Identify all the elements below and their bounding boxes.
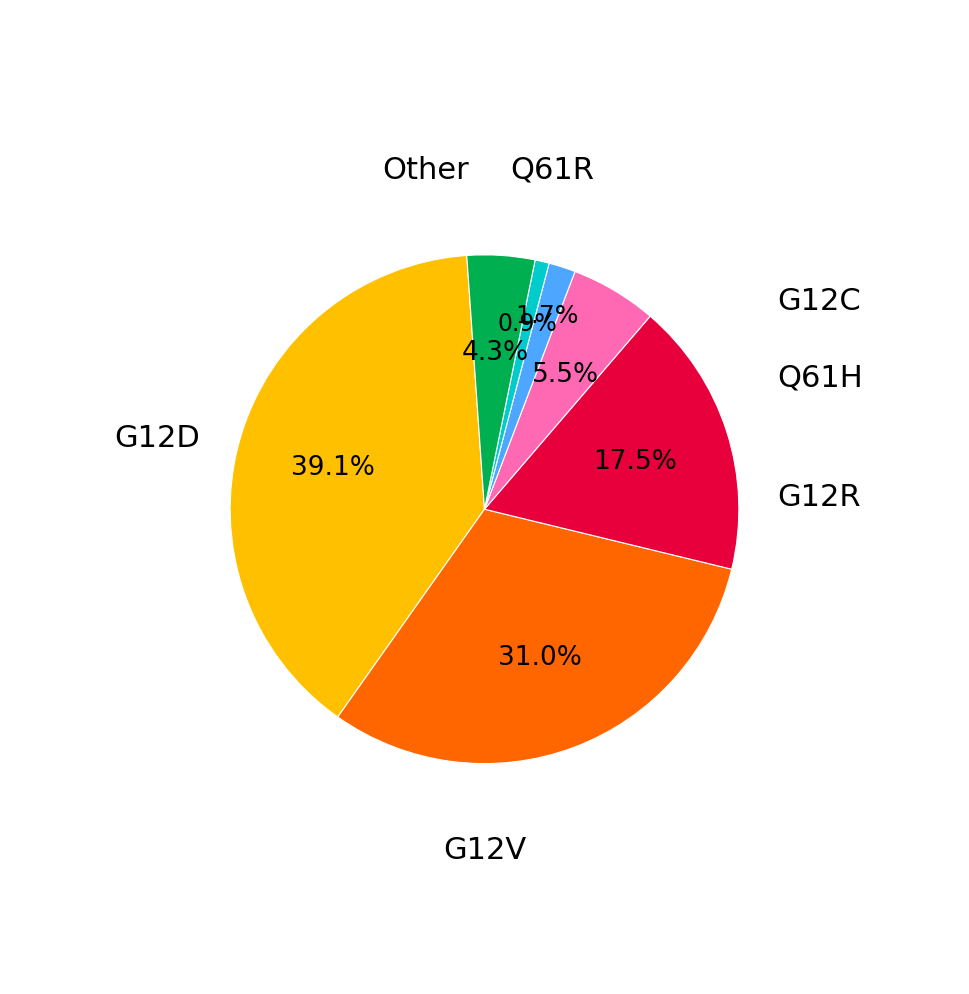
Text: G12V: G12V	[443, 835, 526, 864]
Text: 5.5%: 5.5%	[532, 361, 599, 388]
Text: 39.1%: 39.1%	[291, 454, 375, 480]
Wedge shape	[231, 256, 484, 718]
Wedge shape	[484, 272, 650, 510]
Text: 17.5%: 17.5%	[593, 448, 676, 474]
Wedge shape	[338, 510, 732, 763]
Wedge shape	[484, 260, 549, 510]
Text: G12C: G12C	[777, 287, 860, 316]
Text: 1.7%: 1.7%	[515, 304, 578, 328]
Text: Other: Other	[383, 155, 469, 185]
Text: Q61H: Q61H	[777, 363, 862, 392]
Text: Q61R: Q61R	[510, 155, 594, 185]
Wedge shape	[484, 317, 738, 570]
Text: G12R: G12R	[777, 482, 860, 512]
Wedge shape	[467, 255, 535, 510]
Text: 0.9%: 0.9%	[498, 312, 557, 336]
Wedge shape	[484, 264, 575, 510]
Text: 31.0%: 31.0%	[498, 644, 581, 670]
Text: G12D: G12D	[114, 424, 200, 453]
Text: 4.3%: 4.3%	[461, 340, 528, 366]
